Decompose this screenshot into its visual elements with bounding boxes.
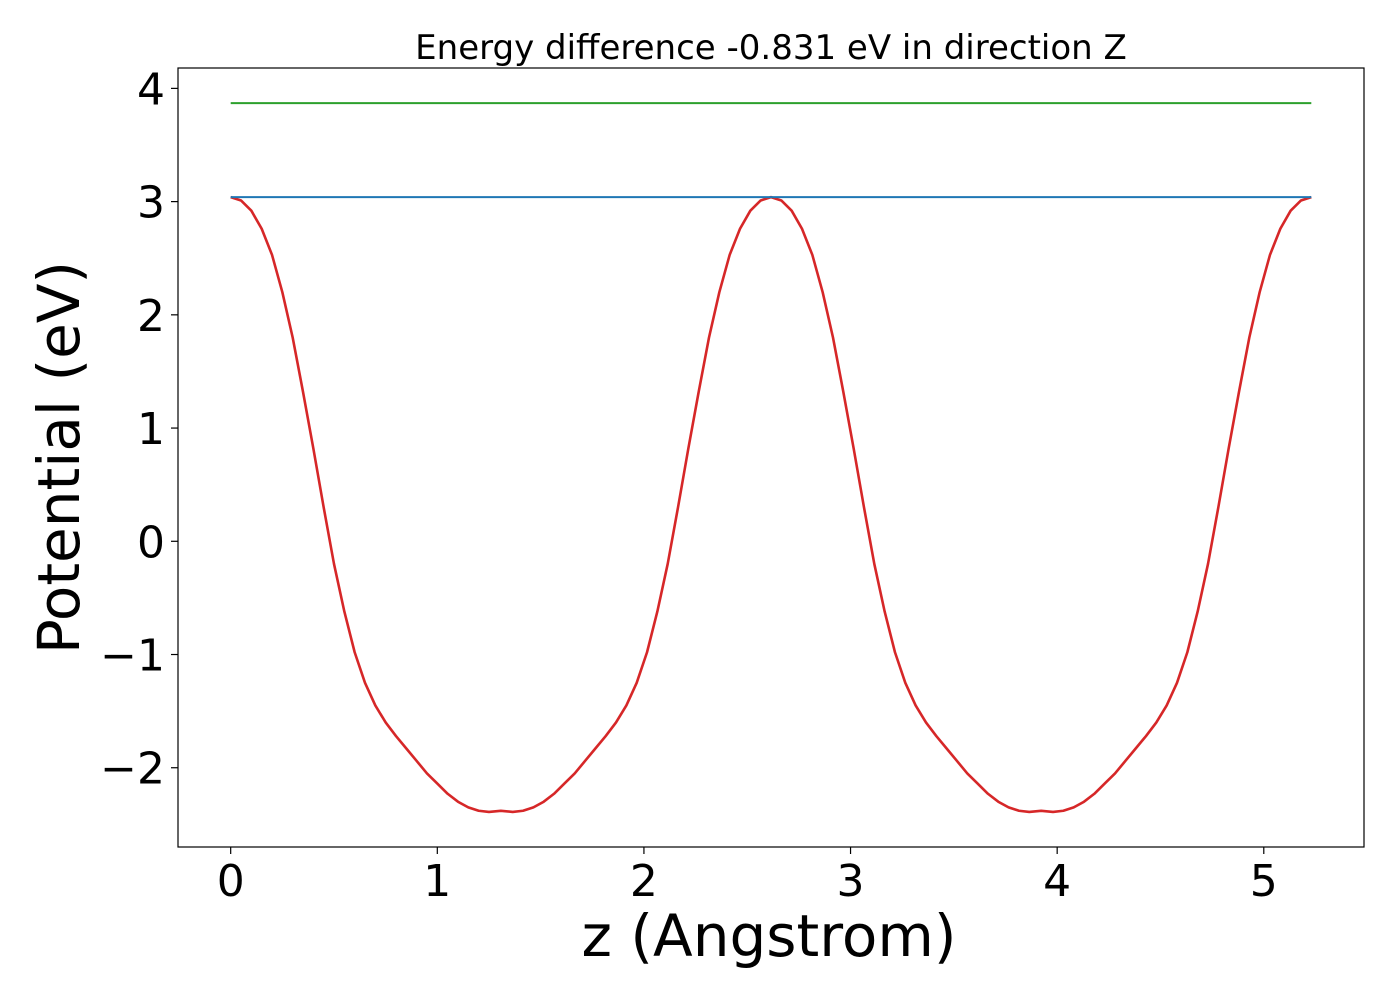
y-tick-label: −1 <box>100 631 165 682</box>
x-axis-label: z (Angstrom) <box>582 902 957 970</box>
x-tick-label: 4 <box>1043 856 1071 907</box>
y-tick-label: 3 <box>137 178 165 229</box>
y-tick-label: 4 <box>137 64 165 115</box>
series-layer <box>230 102 1312 814</box>
tick-layer: 0 1 2 3 4 5 −2 −1 0 1 2 3 4 <box>100 64 1278 907</box>
x-tick-label: 3 <box>837 856 865 907</box>
y-tick-label: 2 <box>137 291 165 342</box>
y-tick-label: 0 <box>137 517 165 568</box>
chart-title: Energy difference -0.831 eV in direction… <box>415 28 1127 68</box>
x-tick-label: 5 <box>1250 856 1278 907</box>
y-tick-label: 1 <box>137 404 165 455</box>
x-tick-label: 0 <box>217 856 245 907</box>
series-line-1 <box>230 195 1312 814</box>
y-tick-label: −2 <box>100 744 165 795</box>
x-tick-label: 1 <box>423 856 451 907</box>
plot-area-frame <box>177 67 1365 848</box>
y-axis-label: Potential (eV) <box>25 261 93 654</box>
x-tick-label: 2 <box>630 856 658 907</box>
